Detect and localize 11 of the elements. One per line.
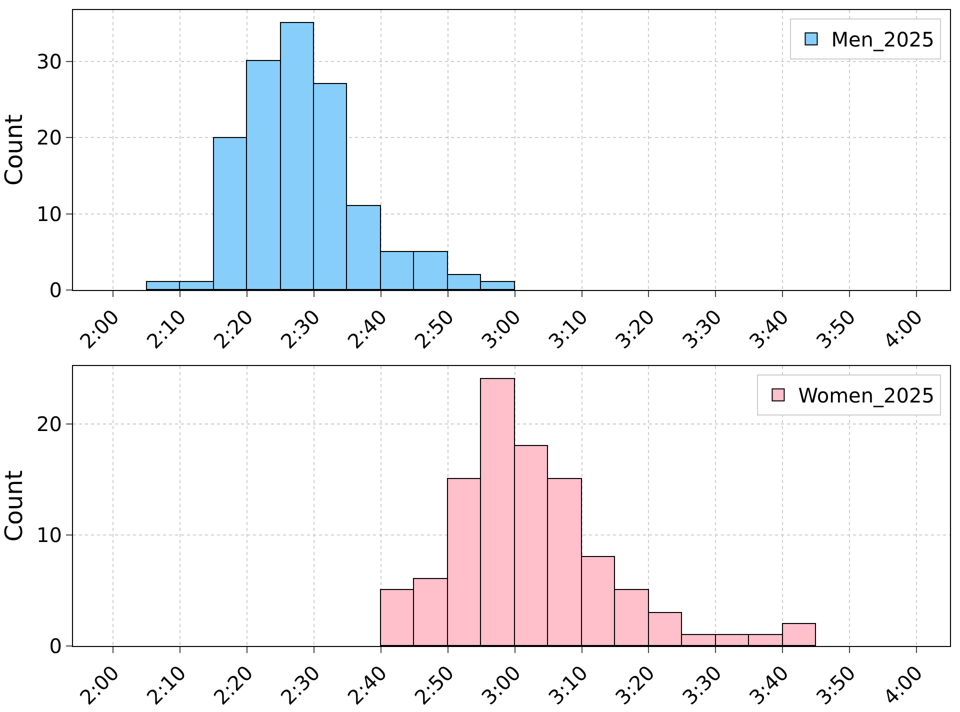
y-tick-label: 30	[36, 49, 62, 74]
y-tick-label: 10	[36, 522, 62, 547]
y-tick-label: 20	[36, 126, 62, 150]
legend-label: Women_2025	[798, 384, 934, 408]
y-tick-label: 10	[36, 202, 62, 226]
legend-label: Men_2025	[831, 28, 934, 52]
y-axis-title: Count	[0, 470, 28, 542]
y-tick-label: 0	[49, 634, 62, 658]
y-tick-label: 20	[36, 412, 62, 436]
y-axis-title: Count	[0, 114, 28, 186]
y-tick-label: 0	[49, 278, 62, 302]
